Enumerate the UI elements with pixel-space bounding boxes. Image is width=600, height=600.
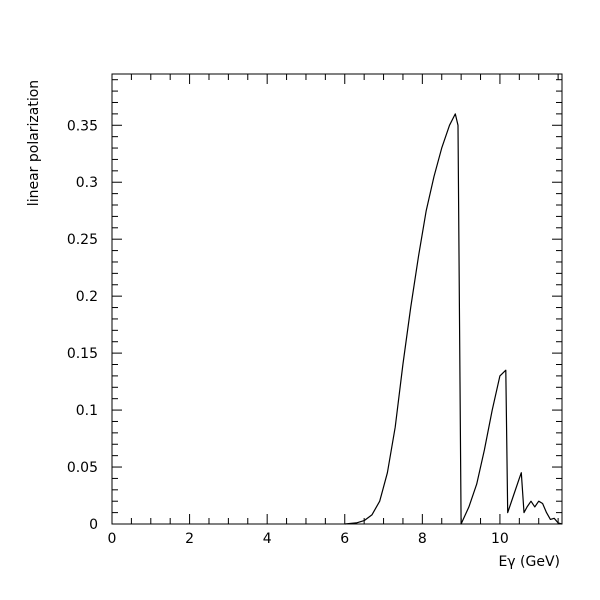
x-axis-label: Eγ (GeV) <box>498 554 560 570</box>
y-tick-label: 0.15 <box>67 346 98 362</box>
x-tick-label: 2 <box>185 531 194 547</box>
minor-ticks <box>111 74 562 525</box>
y-tick-label: 0.05 <box>67 460 98 476</box>
x-tick-label: 6 <box>340 531 349 547</box>
y-tick-label: 0 <box>89 517 98 533</box>
series-line-0 <box>344 113 563 525</box>
x-tick-label: 8 <box>418 531 427 547</box>
x-axis-ticks: 0 2 4 6 8 10 <box>108 531 509 547</box>
plot-frame <box>111 73 563 525</box>
y-tick-label: 0.2 <box>76 289 98 305</box>
series-group <box>344 113 563 525</box>
y-tick-label: 0.3 <box>76 175 98 191</box>
y-tick-label: 0.35 <box>67 118 98 134</box>
y-tick-label: 0.1 <box>76 403 98 419</box>
x-tick-label: 0 <box>108 531 117 547</box>
y-axis-ticks: 0 0.05 0.1 0.15 0.2 0.25 0.3 0.35 <box>67 118 98 533</box>
x-tick-label: 4 <box>263 531 272 547</box>
y-tick-label: 0.25 <box>67 232 98 248</box>
y-axis-label: linear polarization <box>26 80 42 206</box>
x-tick-label: 10 <box>491 531 509 547</box>
